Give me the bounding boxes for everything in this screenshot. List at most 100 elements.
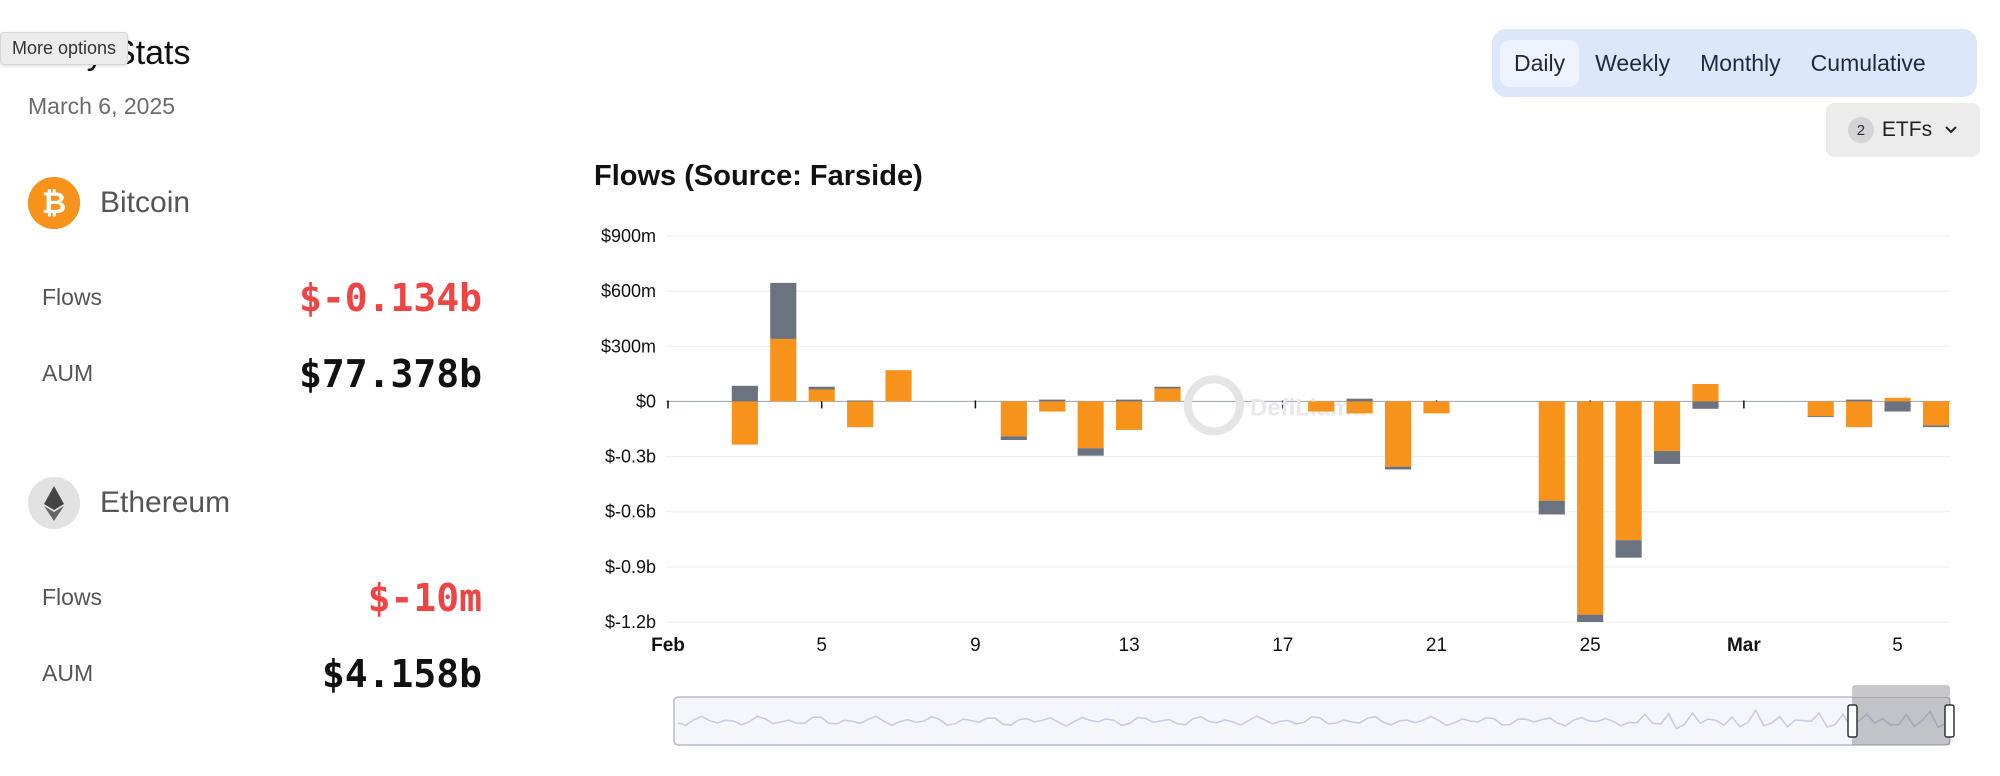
stats-panel: Daily Stats More options March 6, 2025 ₿… [0, 0, 560, 776]
y-tick-label: $-1.2b [605, 612, 656, 632]
x-tick-label: 25 [1580, 635, 1601, 656]
y-tick-label: $-0.9b [605, 557, 656, 577]
flows-label: Flows [42, 284, 103, 310]
y-tick-label: $-0.3b [605, 447, 656, 467]
bar-ethereum [1039, 399, 1066, 402]
x-tick-label: 13 [1119, 635, 1140, 656]
tab-monthly[interactable]: Monthly [1700, 49, 1781, 76]
asset-name: Ethereum [100, 486, 231, 519]
tab-weekly[interactable]: Weekly [1595, 49, 1671, 76]
bar-ethereum [1922, 425, 1950, 428]
bitcoin-icon: ₿ [28, 177, 80, 229]
bar-ethereum [1615, 540, 1642, 558]
bar-bitcoin [1653, 401, 1681, 452]
ethereum-flows-value: $-10m [367, 576, 482, 620]
range-slider-selection [1852, 697, 1950, 745]
asset-bitcoin: ₿ Bitcoin [28, 175, 190, 231]
bitcoin-flows-row: Flows $-0.134b [42, 276, 482, 320]
ethereum-aum-value: $4.158b [321, 652, 482, 696]
bar-bitcoin [731, 401, 758, 445]
bitcoin-aum-value: $77.378b [298, 352, 482, 396]
bitcoin-aum-row: AUM $77.378b [42, 352, 482, 396]
x-tick-label: Mar [1727, 635, 1761, 656]
aum-label: AUM [42, 660, 94, 686]
watermark-logo [1183, 375, 1244, 436]
bar-bitcoin [1039, 401, 1066, 412]
y-tick-label: $0 [636, 391, 656, 411]
bar-bitcoin [1807, 401, 1834, 417]
bar-ethereum [1346, 398, 1373, 402]
bar-bitcoin [1116, 401, 1143, 430]
ethereum-flows-row: Flows $-10m [42, 576, 482, 620]
y-tick-label: $900m [601, 226, 656, 246]
bar-ethereum [1884, 401, 1911, 412]
x-tick-label: Feb [651, 635, 685, 656]
watermark-text: DefiLlama [1250, 394, 1365, 421]
bar-ethereum [770, 282, 797, 339]
chart-title: Flows (Source: Farside) [594, 160, 923, 192]
bar-bitcoin [1423, 401, 1450, 414]
etf-count-badge: 2 [1847, 117, 1874, 143]
bar-ethereum [1000, 436, 1027, 441]
bar-bitcoin [1154, 388, 1181, 402]
y-tick-label: $-0.6b [605, 502, 656, 522]
etf-filter-label: ETFs [1881, 118, 1933, 141]
tab-cumulative[interactable]: Cumulative [1810, 49, 1926, 76]
range-slider-handle-left[interactable] [1847, 704, 1858, 738]
svg-text:₿: ₿ [42, 186, 66, 221]
bar-bitcoin [1000, 401, 1027, 437]
bar-ethereum [1384, 466, 1412, 470]
bar-bitcoin [1346, 401, 1373, 414]
flows-chart-svg: $900m $600m $300m $0 $-0.3b $-0.6b $-0.9b $-1.2… [601, 226, 1955, 746]
flows-label: Flows [42, 584, 103, 610]
stats-date: March 6, 2025 [28, 93, 176, 119]
range-slider-sparkline [677, 708, 1947, 730]
more-options-tooltip: More options [0, 32, 129, 65]
tab-daily[interactable]: Daily [1500, 39, 1580, 87]
bar-bitcoin [885, 370, 912, 402]
etf-filter-button[interactable]: 2 ETFs [1826, 103, 1980, 157]
bar-bitcoin [1077, 401, 1104, 449]
bar-ethereum [1538, 500, 1565, 515]
bar-ethereum [1653, 451, 1681, 464]
asset-name: Bitcoin [100, 186, 191, 219]
bar-ethereum [1807, 416, 1834, 418]
range-slider-handle-right[interactable] [1944, 704, 1955, 738]
bar-ethereum [1077, 448, 1104, 456]
bar-ethereum [847, 400, 874, 402]
bar-bitcoin [1577, 401, 1604, 615]
range-slider-bar [1852, 685, 1950, 697]
period-tabs: Daily Weekly Monthly Cumulative [1492, 29, 1977, 97]
flows-chart: $900m $600m $300m $0 $-0.3b $-0.6b $-0.9b $-1.2… [580, 210, 1980, 770]
bar-bitcoin [1308, 401, 1335, 412]
asset-ethereum: Ethereum [28, 475, 230, 531]
bar-bitcoin [1384, 401, 1412, 467]
x-tick-label: 17 [1272, 635, 1293, 656]
bar-ethereum [808, 386, 835, 390]
ethereum-icon [28, 477, 80, 529]
bar-bitcoin [808, 389, 835, 402]
y-tick-label: $300m [601, 336, 656, 356]
bar-bitcoin [1922, 401, 1950, 426]
bar-bitcoin [1846, 401, 1873, 428]
bar-bitcoin [1692, 383, 1719, 402]
bar-ethereum [1154, 386, 1181, 389]
ethereum-aum-row: AUM $4.158b [42, 652, 482, 696]
aum-label: AUM [42, 360, 94, 386]
bitcoin-flows-value: $-0.134b [298, 276, 482, 320]
x-tick-label: 5 [816, 635, 827, 656]
bar-bitcoin [847, 401, 874, 428]
chevron-down-icon [1945, 126, 1957, 134]
x-tick-label: 5 [1892, 635, 1903, 656]
bar-bitcoin [1538, 401, 1565, 501]
y-tick-label: $600m [601, 281, 656, 301]
x-tick-label: 21 [1426, 635, 1447, 656]
bar-bitcoin [1884, 397, 1911, 402]
bar-ethereum [1116, 399, 1143, 402]
bar-ethereum [1846, 399, 1873, 402]
bar-ethereum [1577, 614, 1604, 622]
bar-bitcoin [1615, 401, 1642, 541]
bar-ethereum [1692, 401, 1719, 409]
bar-bitcoin [770, 338, 797, 402]
x-tick-label: 9 [970, 635, 981, 656]
